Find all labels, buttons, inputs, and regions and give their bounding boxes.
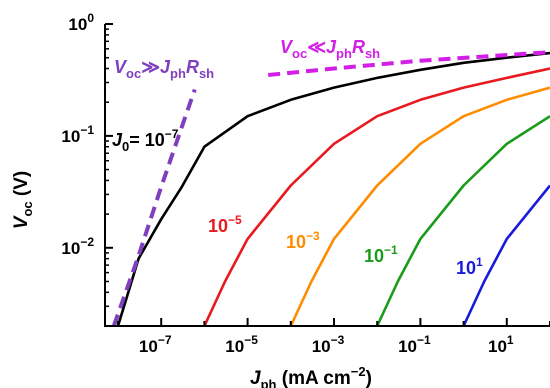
annotation-layer: J0= 10−7 10−5 10−3 10−1 101 Voc≫JphRsh Voc≪Jph… xyxy=(112,37,483,278)
series-line-4 xyxy=(462,184,550,326)
series-line-3 xyxy=(376,115,550,326)
plot-frame xyxy=(104,24,550,327)
annotation-c5: 10−5 xyxy=(208,213,242,236)
y-tick-label-2: 10−2 xyxy=(61,235,94,258)
x-axis-title: Jph (mA cm−2) xyxy=(250,364,372,388)
series-line-6 xyxy=(268,50,550,77)
x-tick-label-2: 10−3 xyxy=(312,333,345,356)
series-line-0 xyxy=(116,51,550,326)
annotation-cp1: 101 xyxy=(456,255,483,278)
annotation-c3: 10−3 xyxy=(286,229,320,252)
series-line-1 xyxy=(203,67,550,326)
annotation-right-limit: Voc≪JphRsh xyxy=(280,37,380,61)
labels-layer: 10−7 10−5 10−3 10−1 101 100 10−1 10−2 Jph (mA cm… xyxy=(11,11,514,388)
series-line-2 xyxy=(289,86,550,326)
y-axis-title: Voc (V) xyxy=(11,171,35,229)
annotation-j0: J0= 10−7 xyxy=(112,127,179,154)
annotation-c1: 10−1 xyxy=(364,243,398,266)
series-layer xyxy=(111,50,550,326)
x-tick-label-3: 10−1 xyxy=(398,333,431,356)
annotation-left-limit: Voc≫JphRsh xyxy=(114,57,214,81)
x-tick-label-4: 101 xyxy=(488,333,514,356)
x-tick-label-0: 10−7 xyxy=(139,333,172,356)
x-tick-label-1: 10−5 xyxy=(225,333,258,356)
y-tick-label-1: 10−1 xyxy=(61,123,94,146)
series-line-5 xyxy=(111,88,197,326)
y-tick-label-0: 100 xyxy=(68,11,94,34)
